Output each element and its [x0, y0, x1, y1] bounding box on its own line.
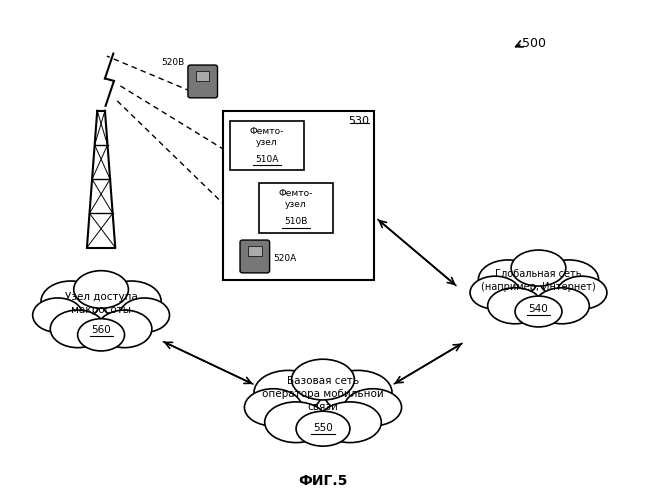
Text: 540: 540	[528, 304, 548, 314]
Ellipse shape	[479, 260, 537, 299]
Ellipse shape	[515, 296, 562, 327]
Ellipse shape	[50, 310, 105, 348]
Ellipse shape	[488, 288, 543, 324]
Ellipse shape	[74, 270, 129, 308]
Ellipse shape	[470, 276, 520, 309]
Text: 560: 560	[91, 324, 111, 334]
Text: Фемто-
узел: Фемто- узел	[278, 188, 313, 209]
Ellipse shape	[557, 276, 607, 309]
Ellipse shape	[120, 298, 169, 332]
Ellipse shape	[539, 260, 599, 299]
Ellipse shape	[511, 250, 566, 286]
Text: 550: 550	[313, 423, 333, 433]
Ellipse shape	[41, 281, 100, 322]
Ellipse shape	[498, 263, 579, 316]
Ellipse shape	[535, 288, 589, 324]
Ellipse shape	[318, 402, 381, 442]
Bar	[248, 246, 262, 256]
Text: ФИГ.5: ФИГ.5	[298, 474, 348, 488]
Bar	[230, 120, 304, 170]
Bar	[224, 111, 375, 280]
Ellipse shape	[61, 284, 141, 340]
Ellipse shape	[102, 281, 162, 322]
Ellipse shape	[291, 359, 355, 400]
Text: Узел доступа
макросоты: Узел доступа макросоты	[65, 292, 138, 315]
Text: 510B: 510B	[284, 217, 307, 226]
Ellipse shape	[296, 411, 350, 446]
Text: Базовая сеть
оператора мобильной
связи: Базовая сеть оператора мобильной связи	[262, 376, 384, 412]
Bar	[258, 183, 333, 232]
Text: 530: 530	[348, 116, 370, 126]
Ellipse shape	[244, 389, 302, 426]
Bar	[196, 71, 209, 81]
FancyBboxPatch shape	[188, 65, 218, 98]
Ellipse shape	[276, 374, 370, 434]
Ellipse shape	[344, 389, 402, 426]
Text: 500: 500	[523, 37, 547, 50]
Text: Глобальная сеть
(например, Интернет): Глобальная сеть (например, Интернет)	[481, 269, 596, 292]
Text: 510A: 510A	[255, 155, 278, 164]
Ellipse shape	[324, 370, 392, 414]
Ellipse shape	[78, 318, 125, 351]
Ellipse shape	[265, 402, 328, 442]
FancyBboxPatch shape	[240, 240, 269, 273]
Ellipse shape	[97, 310, 152, 348]
Text: Фемто-
узел: Фемто- узел	[249, 126, 284, 146]
Text: 520A: 520A	[273, 254, 296, 264]
Ellipse shape	[254, 370, 322, 414]
Text: 520B: 520B	[161, 58, 184, 66]
Ellipse shape	[33, 298, 83, 332]
